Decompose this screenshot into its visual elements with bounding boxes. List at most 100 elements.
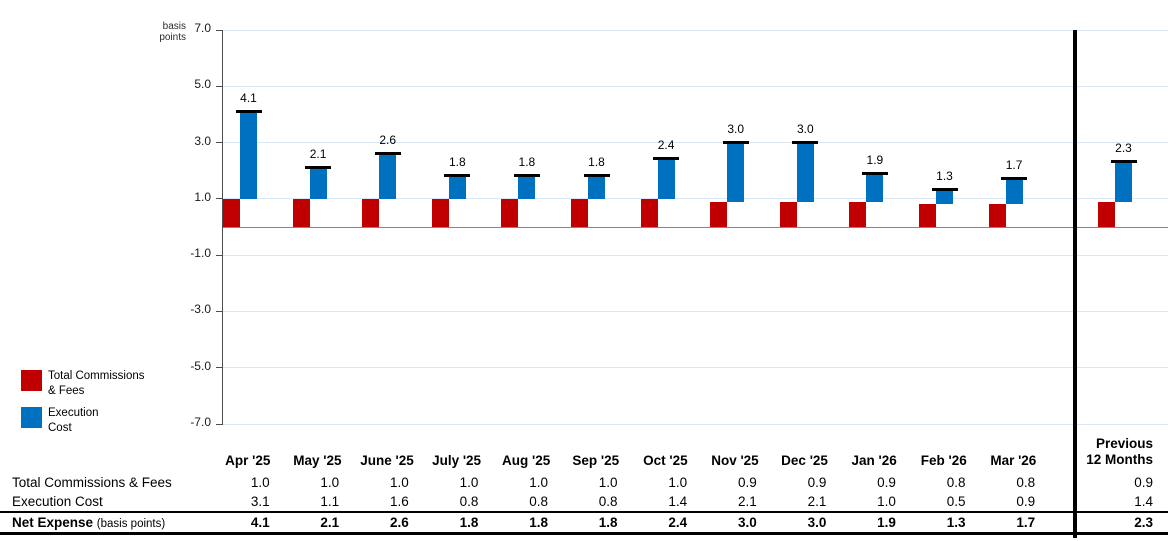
bar-execution-cost: [657, 159, 675, 199]
cell-value: 1.0: [250, 474, 270, 490]
y-axis-tick: [216, 142, 223, 144]
col-header: Dec '25: [781, 453, 828, 468]
net-expense-marker: [513, 174, 540, 178]
net-expense-marker: [583, 174, 610, 178]
cell-value: 0.8: [529, 494, 548, 509]
cell-value: 2.1: [737, 494, 757, 509]
row-label-suffix: (basis points): [96, 517, 166, 530]
cell-value: 1.0: [668, 474, 688, 490]
col-header: Feb '26: [920, 453, 967, 468]
gridline: [223, 367, 1168, 369]
col-header: Nov '25: [711, 453, 759, 468]
cell-value: 2.1: [807, 494, 827, 509]
y-tick-label: 3.0: [194, 133, 211, 148]
gridline: [223, 423, 1168, 425]
bar-total-commissions-fees: [292, 198, 310, 227]
gridline: [223, 198, 1168, 200]
bar-value-label: 1.8: [588, 155, 605, 170]
bar-execution-cost: [1005, 179, 1023, 205]
cell-value: 1.0: [877, 494, 896, 509]
col-header: Apr '25: [225, 453, 271, 468]
y-tick-label: -7.0: [190, 415, 211, 429]
cell-value: 0.8: [598, 494, 618, 509]
row-label: Execution Cost: [12, 494, 103, 509]
y-axis-tick: [216, 254, 223, 256]
y-tick-label: 5.0: [194, 77, 211, 92]
cell-value: 1.7: [978, 511, 1049, 535]
cell-value: 1.0: [598, 474, 618, 490]
bar-execution-cost: [588, 176, 605, 199]
legend-label: Execution Cost: [48, 406, 158, 435]
legend-label-line: Total Commissions: [48, 370, 145, 382]
y-tick-label: -3.0: [190, 302, 211, 317]
gridline: [223, 310, 1168, 312]
cell-value-previous: 1.4: [1134, 494, 1153, 509]
y-axis-tick: [216, 310, 223, 312]
bar-execution-cost: [936, 190, 953, 205]
bar-value-label: 2.4: [657, 138, 675, 153]
bar-execution-cost: [309, 167, 327, 199]
bar-value-label: 2.3: [1115, 141, 1132, 156]
bar-total-commissions-fees: [640, 198, 658, 227]
bar-total-commissions-fees: [431, 198, 449, 227]
bar-total-commissions-fees: [919, 204, 936, 227]
cell-value: 0.9: [737, 474, 757, 490]
y-tick-label: -5.0: [190, 358, 211, 373]
col-header: Aug '25: [502, 453, 551, 468]
cell-value: 1.8: [491, 511, 561, 535]
cell-value: 0.8: [946, 474, 966, 490]
bar-value-label: 1.8: [518, 155, 536, 170]
legend-swatch-red: [21, 370, 42, 391]
cell-value: 0.9: [1016, 494, 1036, 509]
x-axis-zero-line: [223, 226, 1168, 228]
net-expense-marker: [1001, 177, 1028, 181]
bar-total-commissions-fees: [779, 201, 797, 227]
cell-value: 1.4: [668, 494, 688, 509]
y-axis-unit-label: basis points: [159, 21, 186, 43]
bar-value-label: 3.0: [796, 121, 814, 136]
gridline: [223, 254, 1168, 256]
bar-execution-cost: [866, 173, 884, 202]
bar-value-label: 3.0: [727, 121, 745, 136]
bar-execution-cost: [518, 176, 536, 199]
col-header: Sep '25: [572, 453, 620, 468]
y-axis-tick: [216, 198, 223, 200]
y-axis-tick: [216, 29, 223, 31]
cell-value: 1.9: [839, 511, 909, 535]
legend-label-line: & Fees: [48, 384, 85, 397]
col-header: July '25: [432, 453, 482, 468]
cell-value: 0.5: [946, 494, 966, 509]
bar-total-commissions-fees: [1098, 201, 1115, 227]
bar-execution-cost: [727, 142, 745, 202]
cell-value-previous: 0.9: [1134, 474, 1153, 490]
corner-cell: [0, 430, 213, 472]
y-tick-label: 1.0: [194, 189, 211, 204]
cell-value: 1.3: [908, 511, 979, 535]
row-label: Net Expense (basis points): [0, 511, 213, 535]
bar-total-commissions-fees: [362, 198, 380, 227]
y-tick-label: 7.0: [194, 21, 211, 35]
cell-value: 1.1: [320, 494, 340, 509]
y-tick-label: -1.0: [190, 246, 211, 261]
cell-value: 1.8: [421, 511, 492, 535]
bar-value-label: 2.1: [309, 146, 327, 161]
bar-execution-cost: [1115, 162, 1132, 202]
gridline: [223, 85, 1168, 87]
net-expense-marker: [653, 157, 680, 161]
cell-value: 1.6: [390, 494, 409, 509]
cell-value: 4.1: [213, 511, 283, 535]
net-expense-marker: [861, 171, 888, 175]
bar-value-label: 2.6: [379, 132, 397, 147]
y-axis-line: [222, 30, 223, 424]
legend-label-line: Cost: [48, 421, 72, 434]
bar-execution-cost: [796, 142, 814, 202]
bar-total-commissions-fees: [223, 198, 240, 227]
cell-value: 1.0: [320, 474, 340, 490]
legend-label: Total Commissions & Fees: [48, 369, 158, 398]
gridline: [223, 29, 1168, 31]
bar-total-commissions-fees: [710, 201, 728, 227]
table-row: Execution Cost 3.1 1.1 1.6 0.8 0.8 0.8 1.4 2.1 2.…: [0, 492, 1168, 512]
bar-total-commissions-fees: [988, 204, 1006, 227]
net-expense-marker: [374, 151, 401, 155]
